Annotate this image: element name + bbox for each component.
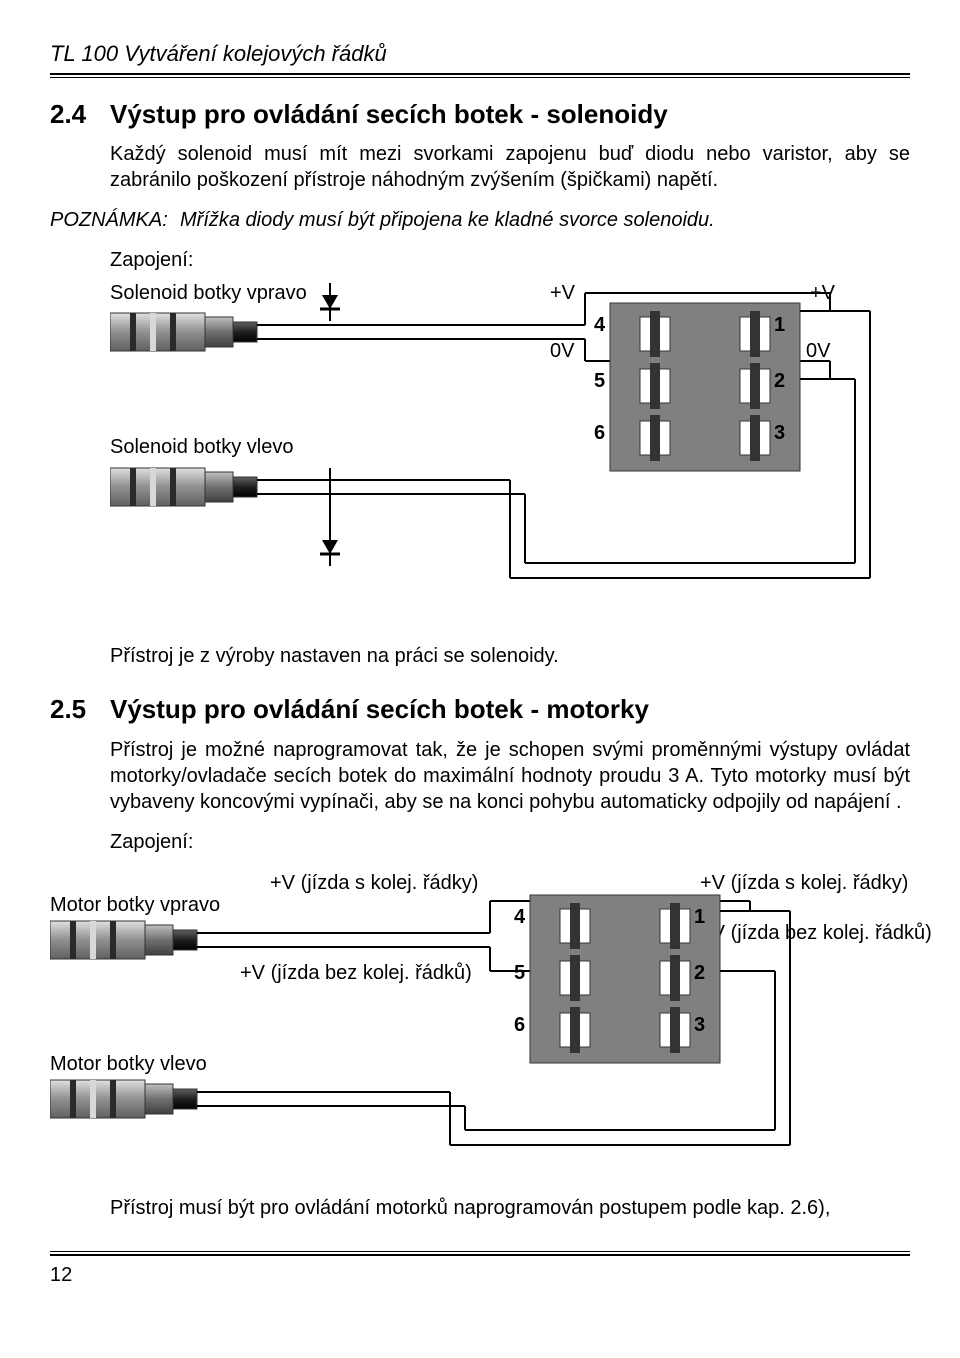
pin-1-label: 1 — [774, 314, 785, 336]
section-2-4-heading: 2.4Výstup pro ovládání secích botek - so… — [50, 98, 910, 132]
lbl-jizda-s-left: +V (jízda s kolej. řádky) — [270, 872, 478, 894]
lbl-jizda-s-right: +V (jízda s kolej. řádky) — [700, 872, 908, 894]
pin-5-label: 5 — [594, 370, 605, 392]
lbl-jizda-bez-right: +V (jízda bez kolej. řádků) — [700, 922, 932, 944]
page-header-title: TL 100 Vytváření kolejových řádků — [50, 40, 910, 69]
pin2-4-label: 4 — [514, 906, 526, 928]
pin2-3-label: 3 — [694, 1014, 705, 1036]
plus-v-left: +V — [550, 283, 576, 304]
pin-4-label: 4 — [594, 314, 606, 336]
section-2-4-para: Každý solenoid musí mít mezi svorkami za… — [110, 141, 910, 193]
plus-v-right: +V — [810, 283, 836, 304]
section-2-5-number: 2.5 — [50, 693, 110, 727]
connector-block — [610, 303, 800, 471]
diode-bottom — [320, 528, 340, 566]
diagram-motor: Motor botky vpravo +V (jízda s kolej. řá… — [50, 865, 910, 1165]
section-2-5-para: Přístroj je možné naprogramovat tak, že … — [110, 737, 910, 815]
motor-plug-top — [50, 921, 197, 959]
section-2-5-title: Výstup pro ovládání secích botek - motor… — [110, 694, 649, 724]
diode-top — [320, 283, 340, 321]
solenoid-vlevo-label: Solenoid botky vlevo — [110, 436, 293, 458]
zapojeni-label-2: Zapojení: — [110, 829, 910, 855]
section-2-4-title: Výstup pro ovládání secích botek - solen… — [110, 99, 668, 129]
connector-block-2 — [530, 895, 720, 1063]
section-2-5-heading: 2.5Výstup pro ovládání secích botek - mo… — [50, 693, 910, 727]
section-2-4-footer: Přístroj je z výroby nastaven na práci s… — [110, 643, 910, 669]
pin2-2-label: 2 — [694, 962, 705, 984]
pin2-1-label: 1 — [694, 906, 705, 928]
pin-6-label: 6 — [594, 422, 605, 444]
lbl-jizda-bez-left: +V (jízda bez kolej. řádků) — [240, 962, 472, 984]
note-label: POZNÁMKA: — [50, 207, 180, 233]
page-number: 12 — [50, 1262, 910, 1288]
diagram-solenoid: Solenoid botky vpravo +V +V 4 1 0V 0V 5 … — [110, 283, 910, 623]
section-2-4-number: 2.4 — [50, 98, 110, 132]
zero-v-left: 0V — [550, 340, 575, 362]
header-rule — [50, 73, 910, 78]
section-2-5-footer: Přístroj musí být pro ovládání motorků n… — [110, 1195, 910, 1221]
note-text: Mřížka diody musí být připojena ke kladn… — [180, 207, 910, 233]
pin-3-label: 3 — [774, 422, 785, 444]
motor-plug-bottom — [50, 1080, 197, 1118]
section-2-4-note: POZNÁMKA: Mřížka diody musí být připojen… — [50, 207, 910, 233]
footer-rule — [50, 1251, 910, 1256]
motor-vlevo-label: Motor botky vlevo — [50, 1053, 207, 1075]
zapojeni-label-1: Zapojení: — [110, 247, 910, 273]
plug-bottom — [110, 468, 257, 506]
pin2-5-label: 5 — [514, 962, 525, 984]
motor-vpravo-label: Motor botky vpravo — [50, 894, 220, 916]
pin2-6-label: 6 — [514, 1014, 525, 1036]
zero-v-right: 0V — [806, 340, 831, 362]
plug-top — [110, 313, 257, 351]
pin-2-label: 2 — [774, 370, 785, 392]
solenoid-vpravo-label: Solenoid botky vpravo — [110, 283, 307, 304]
